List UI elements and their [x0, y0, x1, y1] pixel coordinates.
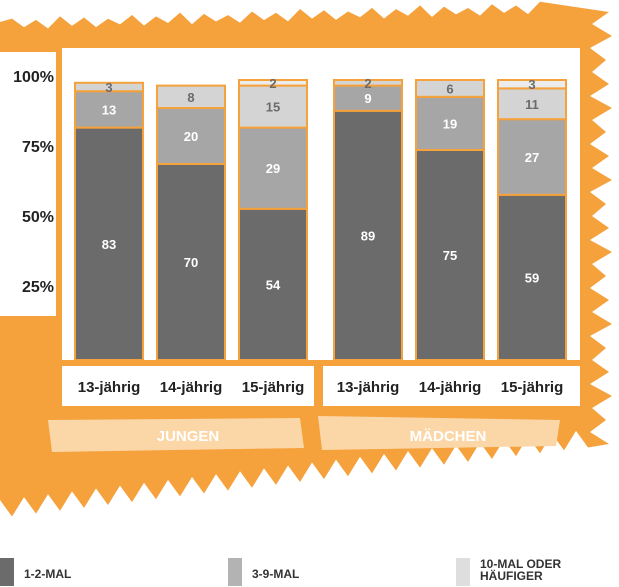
brush-stroke-maedchen: [318, 416, 560, 450]
group-label: JUNGEN: [157, 428, 220, 445]
bar-segment: [497, 87, 567, 121]
group-labels: JUNGEN MÄDCHEN: [157, 428, 487, 445]
brush-stroke-jungen: [48, 418, 304, 452]
data-label: 75: [443, 248, 457, 263]
y-tick-label: 75%: [22, 139, 54, 156]
data-label: 59: [525, 270, 539, 285]
y-tick-label: 100%: [13, 69, 54, 86]
bar-segment: [497, 193, 567, 361]
bar-segment: [238, 84, 308, 129]
data-label: 2: [364, 76, 371, 91]
x-tick-label: 13-jährig: [78, 379, 141, 396]
bar-segment: [238, 126, 308, 210]
x-axis-labels: 13-jährig 14-jährig 15-jährig 13-jährig 14-j…: [78, 379, 564, 396]
data-label: 9: [364, 91, 371, 106]
data-label: 27: [525, 150, 539, 165]
bar-segment: [497, 118, 567, 196]
category-panel-jungen: [62, 366, 314, 406]
axis-panel: [0, 52, 56, 316]
legend-label-10-mal-oder-haeufiger: 10-MAL ODER HÄUFIGER: [480, 557, 562, 583]
category-panel-maedchen: [323, 366, 580, 406]
data-label: 15: [266, 100, 280, 115]
legend-swatch-10-mal-oder-haeufiger: [456, 558, 470, 586]
legend-label-1-2-mal: 1-2-MAL: [24, 567, 72, 581]
data-label: 83: [102, 237, 116, 252]
x-tick-label: 14-jährig: [160, 379, 223, 396]
bar-segment: [415, 149, 485, 361]
data-label: 54: [266, 277, 281, 292]
x-tick-label: 14-jährig: [419, 379, 482, 396]
bar-segment: [415, 95, 485, 152]
data-label: 2: [269, 76, 276, 91]
group-label: MÄDCHEN: [410, 428, 487, 445]
legend-label-3-9-mal: 3-9-MAL: [252, 567, 300, 581]
x-tick-label: 15-jährig: [501, 379, 564, 396]
data-label: 6: [446, 81, 453, 96]
bar-segment: [415, 79, 485, 98]
bar-segment: [238, 79, 308, 87]
legend-swatch-1-2-mal: [0, 558, 14, 586]
data-label: 3: [528, 77, 535, 92]
x-tick-label: 15-jährig: [242, 379, 305, 396]
x-tick-label: 13-jährig: [337, 379, 400, 396]
bar-segment: [333, 79, 403, 87]
data-label: 70: [184, 255, 198, 270]
bar-segment: [238, 207, 308, 361]
data-label: 29: [266, 161, 280, 176]
data-label: 11: [525, 97, 539, 112]
plot-panel: [62, 48, 580, 360]
bar-segment: [156, 163, 226, 361]
y-axis: 25% 50% 75% 100%: [13, 69, 54, 296]
y-tick-label: 25%: [22, 279, 54, 296]
data-label: 13: [102, 102, 116, 117]
data-label: 20: [184, 129, 198, 144]
y-tick-label: 50%: [22, 209, 54, 226]
data-label: 89: [361, 228, 375, 243]
data-label: 3: [105, 80, 112, 95]
bar-segment: [74, 81, 144, 93]
bar-segment: [497, 79, 567, 90]
bar-segment: [333, 84, 403, 112]
bar-segment: [333, 109, 403, 361]
data-label: 8: [187, 90, 194, 105]
data-label: 19: [443, 116, 457, 131]
legend-swatch-3-9-mal: [228, 558, 242, 586]
bar-segment: [156, 84, 226, 109]
